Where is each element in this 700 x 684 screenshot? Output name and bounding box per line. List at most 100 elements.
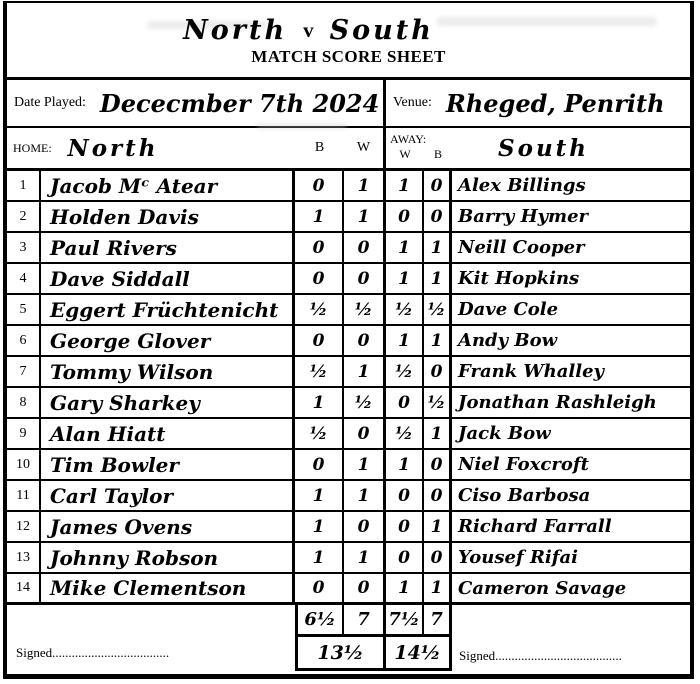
board-number: 1	[7, 171, 41, 200]
away-black-score: 1	[424, 419, 452, 448]
home-white-score: 0	[344, 574, 386, 602]
table-row: 5 Eggert Früchtenicht ½ ½ ½ ½ Dave Cole	[7, 295, 690, 326]
board-number: 4	[7, 264, 41, 293]
away-player-name: Andy Bow	[458, 330, 558, 351]
home-black-score: ½	[295, 357, 344, 386]
table-row: 4 Dave Siddall 0 0 1 1 Kit Hopkins	[7, 264, 690, 295]
away-player-name: Cameron Savage	[458, 577, 627, 599]
home-white-col-header: W	[344, 128, 386, 168]
away-black-score: ½	[424, 388, 452, 417]
away-header-cell: AWAY: W B	[386, 128, 452, 168]
home-white-score: 0	[344, 419, 386, 448]
away-player-name: Richard Farrall	[458, 516, 612, 537]
board-number: 5	[7, 295, 41, 324]
away-white-score: ½	[386, 419, 424, 448]
home-white-score: 0	[344, 512, 386, 541]
away-white-score: 0	[386, 202, 424, 231]
home-player-name: Tim Bowler	[41, 450, 295, 479]
away-player-name: Kit Hopkins	[458, 268, 580, 289]
home-white-score: 0	[344, 233, 386, 262]
home-header-cell: HOME: North	[7, 128, 295, 168]
home-black-score: 0	[295, 264, 344, 293]
sheet-subtitle: MATCH SCORE SHEET	[251, 47, 446, 66]
away-player-name: Jack Bow	[458, 423, 551, 444]
home-player-name: Tommy Wilson	[41, 357, 295, 386]
away-player-name: Niel Foxcroft	[458, 454, 589, 475]
away-player-name: Dave Cole	[458, 299, 559, 320]
board-number: 10	[7, 450, 41, 479]
venue-cell: Venue: Rheged, Penrith	[386, 80, 690, 126]
home-black-score: 0	[295, 574, 344, 602]
board-number: 8	[7, 388, 41, 417]
away-white-score: 1	[386, 574, 424, 602]
home-black-score: ½	[295, 295, 344, 324]
away-player-name: Alex Billings	[458, 175, 586, 196]
away-black-score: 1	[424, 264, 452, 293]
scan-artifact	[437, 17, 657, 26]
home-black-score: 1	[295, 388, 344, 417]
away-player-name: Barry Hymer	[458, 206, 589, 227]
home-white-score: 1	[344, 202, 386, 231]
board-number: 13	[7, 543, 41, 572]
home-black-score: 1	[295, 481, 344, 510]
info-row: Date Played: Dececmber 7th 2024 Venue: R…	[7, 80, 690, 128]
table-row: 1 Jacob Mᶜ Atear 0 1 1 0 Alex Billings	[7, 171, 690, 202]
away-black-score: 0	[424, 202, 452, 231]
home-team-name: North	[67, 134, 159, 162]
table-row: 10 Tim Bowler 0 1 1 0 Niel Foxcroft	[7, 450, 690, 481]
column-totals-row: 6½ 7 7½ 7	[298, 605, 449, 637]
home-black-score: 0	[295, 450, 344, 479]
venue-value: Rheged, Penrith	[445, 88, 665, 118]
away-black-col-header: B	[433, 147, 442, 161]
board-number: 14	[7, 574, 41, 602]
away-team-name: South	[498, 134, 590, 162]
table-row: 11 Carl Taylor 1 1 0 0 Ciso Barbosa	[7, 481, 690, 512]
table-row: 7 Tommy Wilson ½ 1 ½ 0 Frank Whalley	[7, 357, 690, 388]
home-white-score: 1	[344, 171, 386, 200]
home-white-score: 0	[344, 264, 386, 293]
versus-label: v	[303, 18, 314, 42]
home-black-total: 6½	[298, 605, 344, 634]
away-white-total: 7½	[386, 605, 424, 634]
home-player-name: Gary Sharkey	[41, 388, 295, 417]
away-match-total: 14½	[394, 641, 441, 664]
home-black-score: ½	[295, 419, 344, 448]
away-player-name: Neill Cooper	[458, 237, 585, 258]
away-black-score: 0	[424, 171, 452, 200]
home-black-score: 1	[295, 512, 344, 541]
board-number: 7	[7, 357, 41, 386]
home-team-title: North	[183, 15, 288, 46]
away-white-score: 1	[386, 264, 424, 293]
home-player-name: Jacob Mᶜ Atear	[41, 171, 295, 200]
signed-label: Signed	[16, 645, 53, 660]
away-white-score: 0	[386, 388, 424, 417]
away-black-score: 0	[424, 543, 452, 572]
scan-artifact	[257, 123, 347, 129]
title-block: North v South MATCH SCORE SHEET	[7, 3, 690, 80]
board-number: 12	[7, 512, 41, 541]
home-black-score: 0	[295, 326, 344, 355]
away-white-score: 0	[386, 512, 424, 541]
away-player-name: Jonathan Rashleigh	[458, 392, 657, 413]
home-white-total: 7	[344, 605, 386, 634]
away-black-score: 0	[424, 481, 452, 510]
away-black-score: 1	[424, 326, 452, 355]
board-number: 6	[7, 326, 41, 355]
home-label: HOME:	[13, 140, 52, 155]
score-rows: 1 Jacob Mᶜ Atear 0 1 1 0 Alex Billings 2…	[7, 171, 690, 605]
home-black-score: 0	[295, 233, 344, 262]
match-totals-row: 13½ 14½	[298, 637, 449, 668]
table-row: 9 Alan Hiatt ½ 0 ½ 1 Jack Bow	[7, 419, 690, 450]
date-played-cell: Date Played: Dececmber 7th 2024	[7, 80, 386, 126]
away-label: AWAY:	[390, 132, 427, 146]
away-team-title: South	[329, 15, 434, 46]
away-white-score: 1	[386, 233, 424, 262]
home-black-col-header: B	[314, 140, 325, 155]
totals-box: 6½ 7 7½ 7 13½ 14½	[295, 605, 452, 671]
away-player-name: Ciso Barbosa	[458, 485, 591, 506]
signed-line-home: Signed..................................…	[16, 645, 266, 661]
signed-line-away: Signed..................................…	[459, 648, 687, 664]
board-number: 2	[7, 202, 41, 231]
table-row: 12 James Ovens 1 0 0 1 Richard Farrall	[7, 512, 690, 543]
